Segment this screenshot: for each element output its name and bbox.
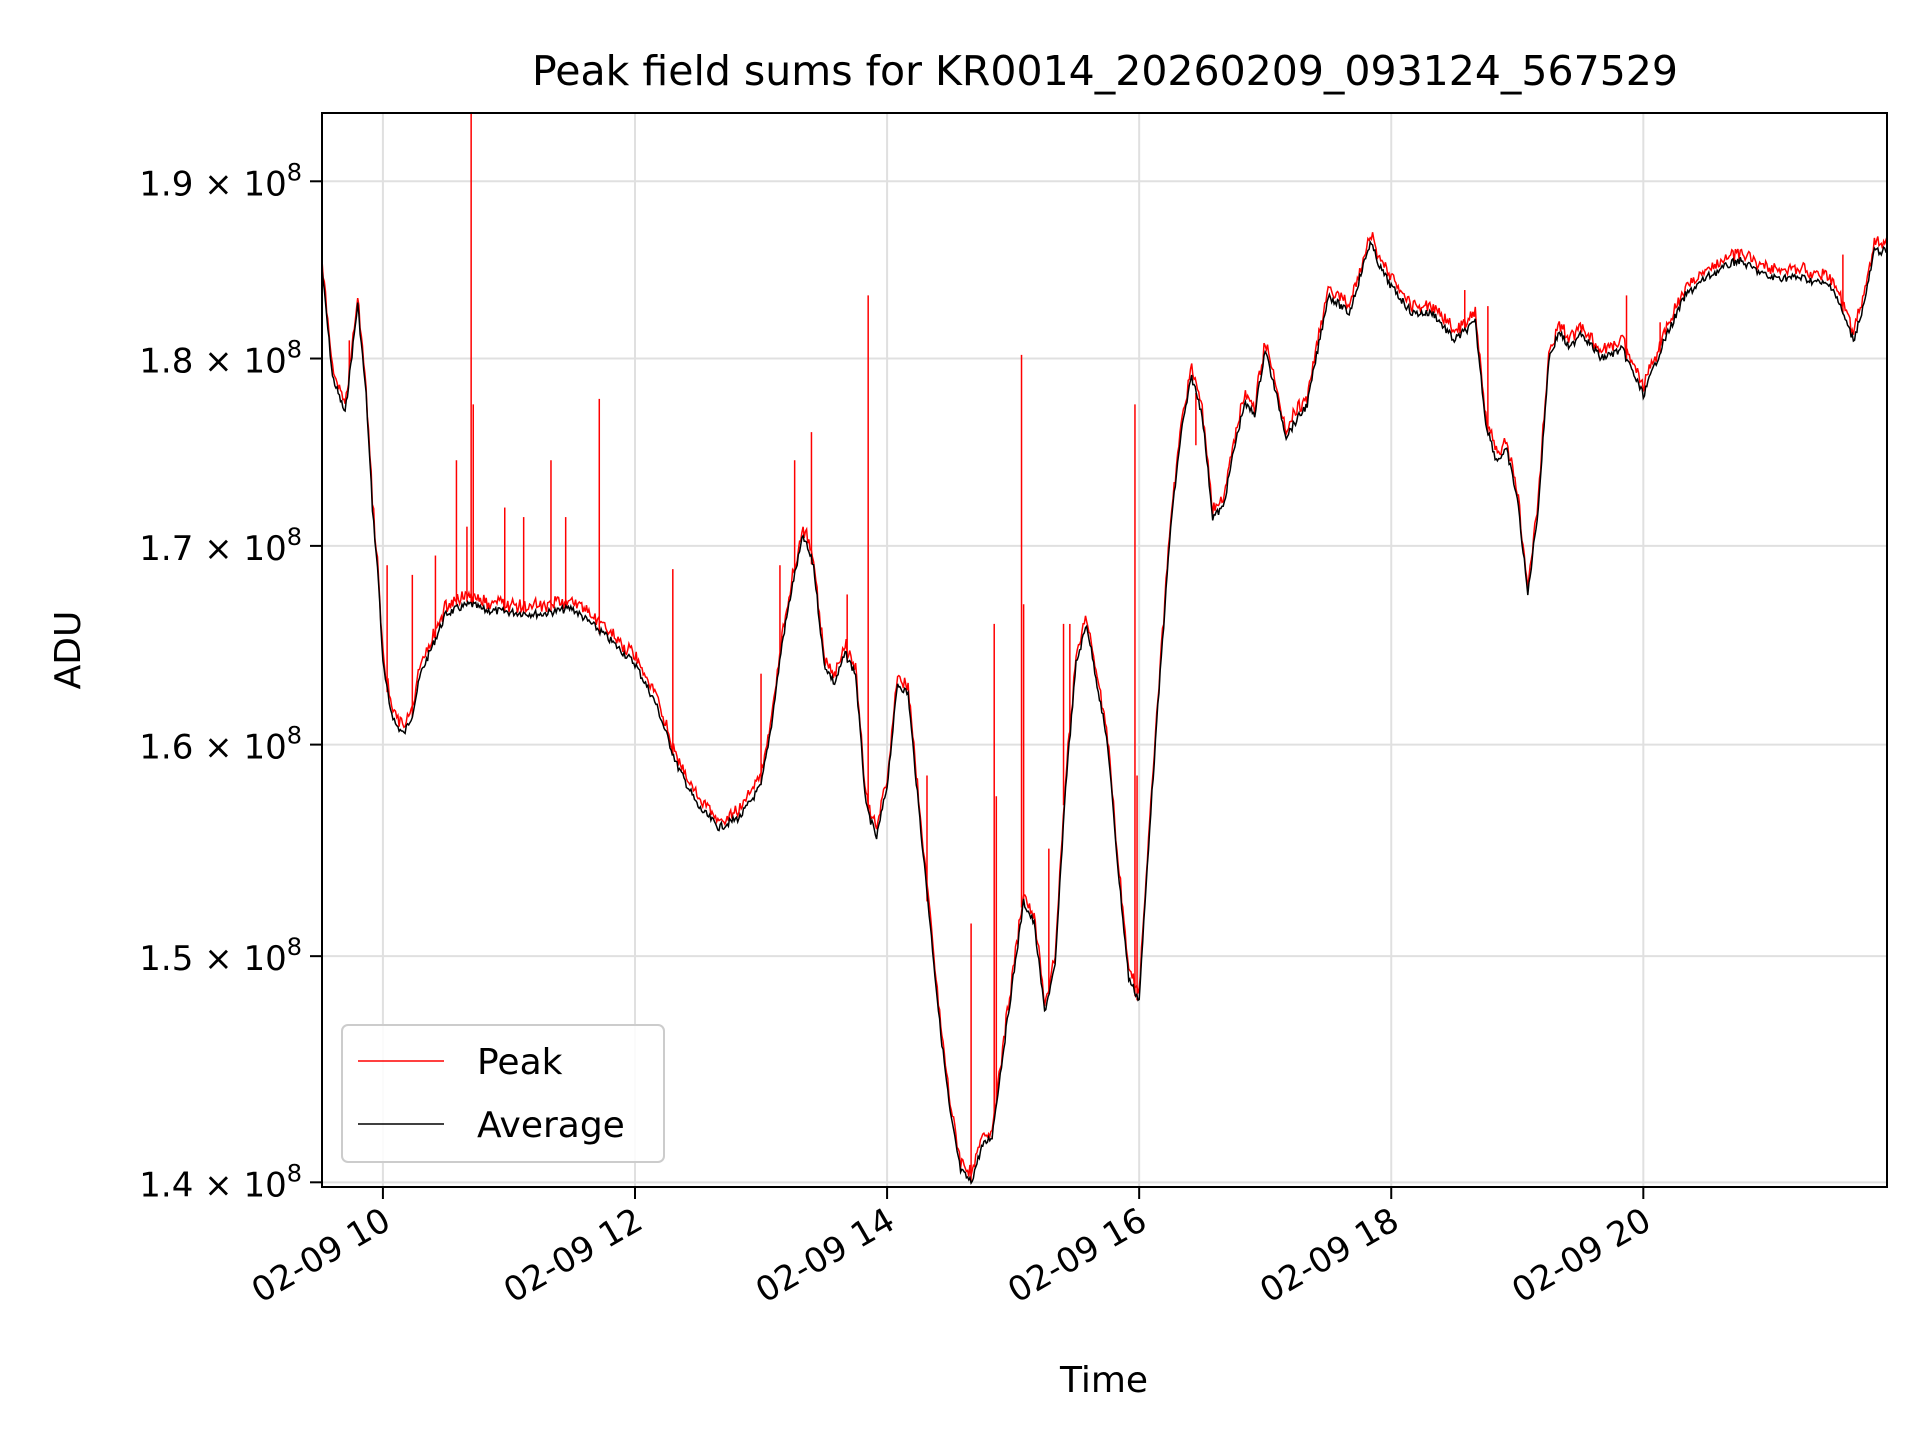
plot-frame bbox=[321, 112, 1888, 1188]
series-average-line bbox=[322, 239, 1887, 1186]
series-layer bbox=[322, 113, 1887, 1186]
y-tick-label: 1.7 × 108 bbox=[139, 523, 302, 569]
y-tick-label: 1.9 × 108 bbox=[139, 158, 302, 204]
legend: Peak Average bbox=[341, 1024, 665, 1163]
legend-box bbox=[341, 1024, 665, 1163]
y-tick-label: 1.5 × 108 bbox=[139, 933, 302, 979]
chart-title: Peak field sums for KR0014_20260209_0931… bbox=[532, 47, 1678, 95]
y-axis-ticks: 1.4 × 108 1.5 × 108 1.6 × 108 1.7 × 108 1.8 … bbox=[139, 158, 322, 1205]
y-tick-label: 1.4 × 108 bbox=[139, 1159, 302, 1205]
legend-label-average: Average bbox=[477, 1105, 625, 1146]
legend-label-peak: Peak bbox=[477, 1042, 563, 1083]
y-axis-label: ADU bbox=[48, 611, 89, 690]
y-tick-label: 1.8 × 108 bbox=[139, 336, 302, 382]
series-peak-line bbox=[322, 232, 1887, 1177]
y-tick-label: 1.6 × 108 bbox=[139, 722, 302, 768]
x-axis-label: Time bbox=[1059, 1360, 1148, 1401]
